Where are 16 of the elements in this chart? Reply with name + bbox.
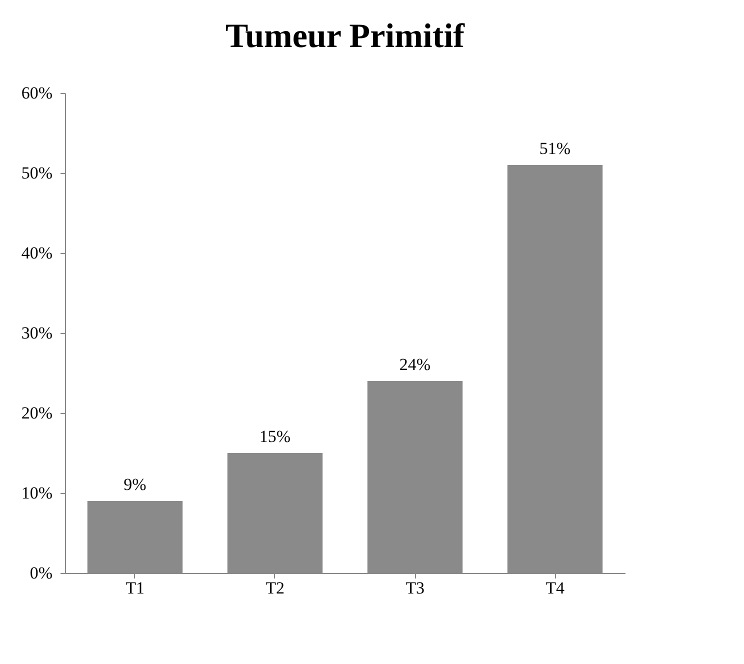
x-tick-label: T4: [546, 578, 565, 598]
y-tick-label: 20%: [21, 404, 52, 422]
y-tick-label: 0%: [30, 564, 52, 582]
data-label: 9%: [124, 475, 146, 494]
y-tick-label: 50%: [21, 164, 52, 182]
y-tick-label: 30%: [21, 324, 52, 342]
y-tick-label: 40%: [21, 244, 52, 262]
y-tick-label: 60%: [21, 84, 52, 102]
data-label: 15%: [259, 427, 291, 446]
y-tick-label: 10%: [21, 484, 52, 502]
data-label: 24%: [399, 355, 431, 374]
x-tick-label: T1: [126, 578, 144, 598]
x-tick-label: T3: [406, 578, 424, 598]
data-label: 51%: [539, 139, 571, 158]
x-tick-label: T2: [266, 578, 284, 598]
chart-title: Tumeur Primitif: [226, 18, 466, 55]
